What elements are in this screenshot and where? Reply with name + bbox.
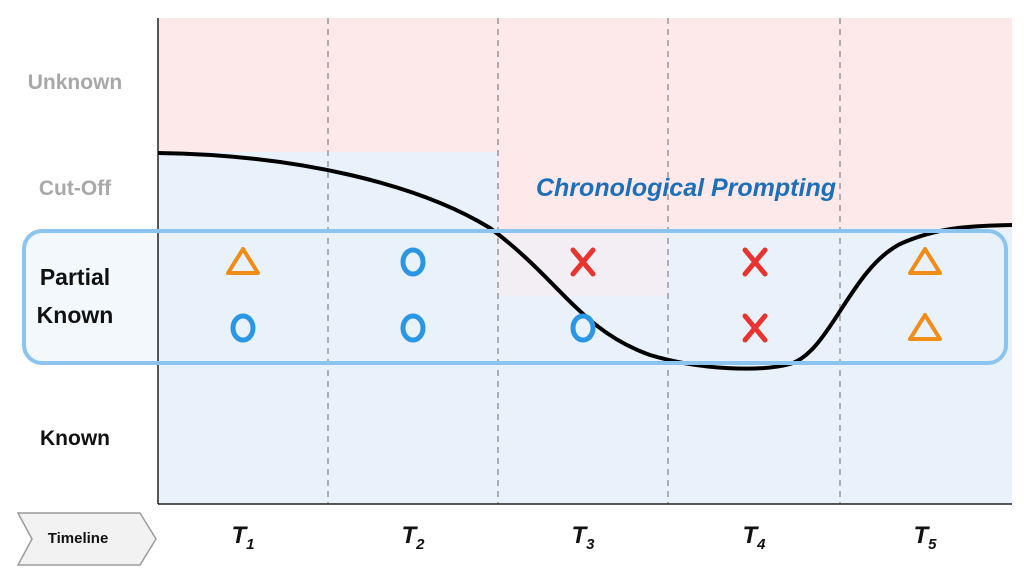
- y-label-known: Known: [40, 427, 110, 450]
- triangle-marker: [908, 247, 942, 275]
- circle-marker: [230, 313, 256, 343]
- circle-marker: [400, 247, 426, 277]
- timeline-arrow-shape: [16, 512, 157, 566]
- tick-t3-sub: 3: [586, 536, 595, 553]
- tick-t1-base: T: [231, 522, 247, 549]
- timeline-label: Timeline: [47, 530, 109, 547]
- partial-known-band: [22, 229, 1008, 365]
- tick-t4-base: T: [742, 522, 758, 549]
- tick-t4-sub: 4: [757, 536, 766, 553]
- tick-t5-sub: 5: [928, 536, 937, 553]
- tick-t2: T2: [383, 522, 443, 553]
- knowledge-curve: [157, 151, 1013, 371]
- cross-marker: [570, 247, 596, 277]
- tick-t4: T4: [724, 522, 784, 553]
- tick-t1-sub: 1: [246, 536, 255, 553]
- y-label-partial-line2: Known: [36, 302, 114, 328]
- tick-t1: T1: [213, 522, 273, 553]
- timeline-tag: Timeline: [16, 510, 158, 568]
- triangle-marker: [908, 313, 942, 341]
- tick-t5: T5: [895, 522, 955, 553]
- cross-marker: [742, 247, 768, 277]
- cross-marker: [742, 313, 768, 343]
- y-label-cutoff: Cut-Off: [38, 177, 112, 200]
- tick-t5-base: T: [913, 522, 929, 549]
- partial-known-band-fill: [24, 231, 1006, 363]
- circle-marker: [400, 313, 426, 343]
- time-separators: [327, 18, 841, 504]
- y-label-partial-known: Partial Known: [0, 258, 150, 334]
- tick-t2-sub: 2: [416, 536, 425, 553]
- tick-t2-base: T: [401, 522, 417, 549]
- tick-t3: T3: [553, 522, 613, 553]
- y-label-unknown: Unknown: [27, 71, 123, 94]
- chronological-prompting-label: Chronological Prompting: [536, 174, 836, 202]
- y-label-partial-line1: Partial: [39, 264, 111, 290]
- markers: [226, 247, 942, 343]
- circle-marker: [570, 313, 596, 343]
- triangle-marker: [226, 247, 260, 275]
- tick-t3-base: T: [571, 522, 587, 549]
